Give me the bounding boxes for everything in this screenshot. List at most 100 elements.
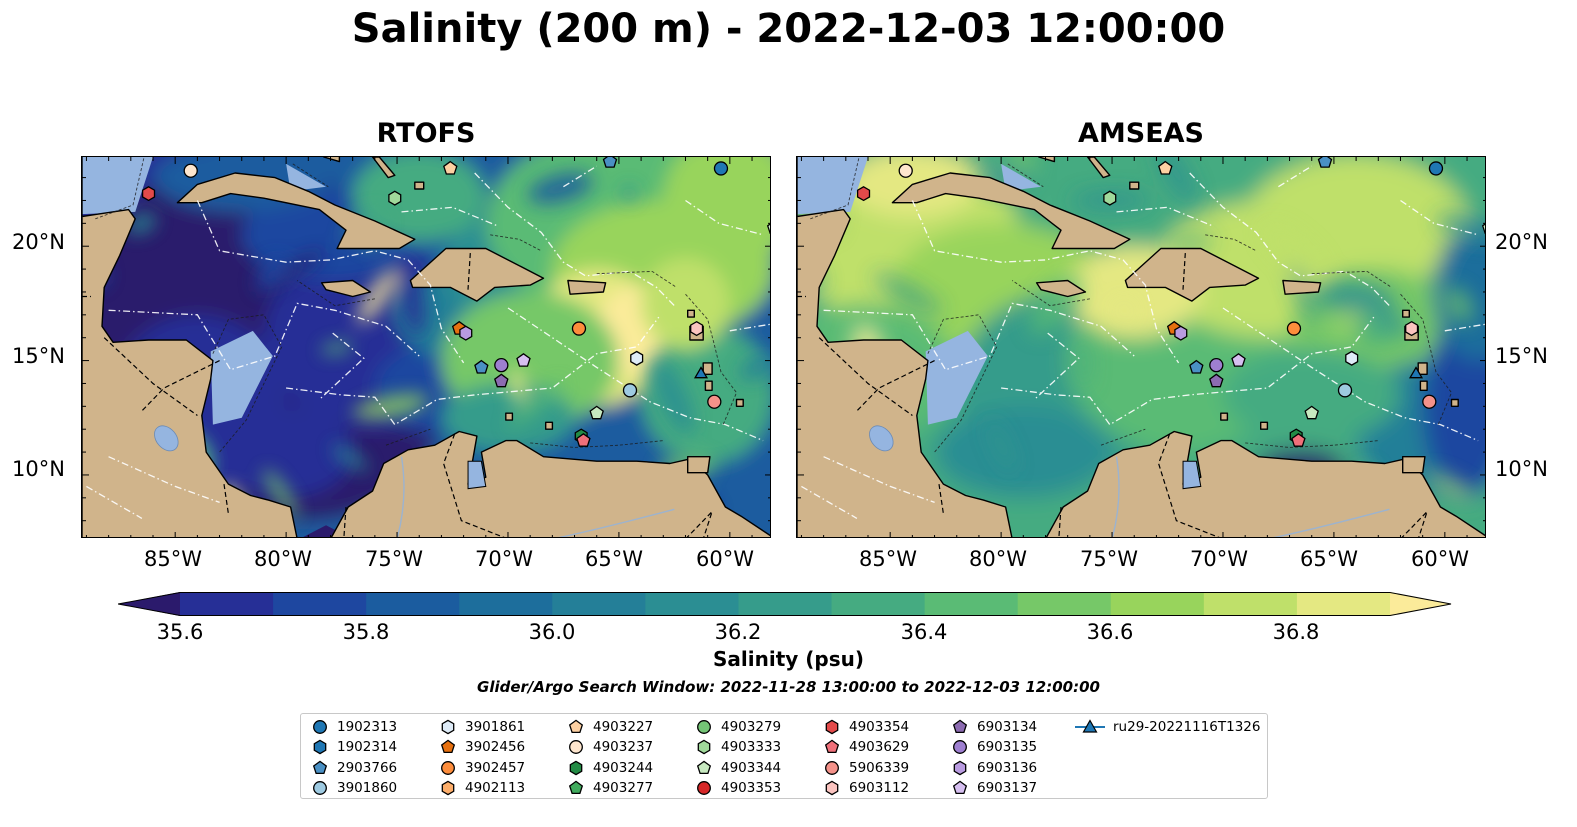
land <box>891 172 1131 250</box>
float-marker[interactable] <box>713 161 729 176</box>
float-marker[interactable] <box>1158 160 1173 175</box>
colorbar-under-extension <box>118 592 180 616</box>
right-y-tick-15n: 15°N <box>1495 344 1548 368</box>
amseas-x-tick-70w: 70°W <box>1190 547 1248 571</box>
amseas-x-tick-75w: 75°W <box>1080 547 1138 571</box>
search-window-caption: Glider/Argo Search Window: 2022-11-28 13… <box>477 678 1100 696</box>
float-marker[interactable] <box>571 321 587 336</box>
colorbar-tick: 36.4 <box>900 620 948 644</box>
float-marker[interactable] <box>707 394 722 409</box>
float-marker[interactable] <box>856 186 871 202</box>
colorbar-tick: 36.8 <box>1272 620 1320 644</box>
float-marker[interactable] <box>766 221 771 235</box>
float-marker[interactable] <box>494 373 509 388</box>
legend-label: 6903136 <box>977 759 1038 776</box>
land <box>1260 421 1269 430</box>
float-marker[interactable] <box>1189 359 1204 374</box>
float-marker[interactable] <box>1428 161 1444 176</box>
colorbar-tick: 35.6 <box>156 620 204 644</box>
float-marker[interactable] <box>589 405 604 420</box>
float-marker[interactable] <box>1174 325 1188 341</box>
pentagon-marker-icon <box>568 780 584 794</box>
float-marker[interactable] <box>474 359 489 374</box>
float-marker[interactable] <box>898 163 913 178</box>
float-marker[interactable] <box>1103 190 1117 206</box>
float-marker[interactable] <box>443 160 458 175</box>
circle-marker-icon <box>313 720 327 734</box>
float-marker[interactable] <box>693 366 709 379</box>
legend-label: 6903112 <box>849 779 910 796</box>
pentagon-marker-icon <box>440 739 456 754</box>
float-marker[interactable] <box>1422 394 1437 409</box>
legend-label: 3902457 <box>465 759 526 776</box>
amseas-x-tick-60w: 60°W <box>1411 547 1469 571</box>
land <box>1045 430 1485 537</box>
right-y-tick-10n: 10°N <box>1495 457 1548 481</box>
legend-item: 6903137 <box>951 778 1037 798</box>
colorbar-segment <box>645 592 740 616</box>
float-marker[interactable] <box>183 163 198 178</box>
land <box>414 181 425 190</box>
pentagon-marker-icon <box>696 760 712 774</box>
circle-marker-icon <box>569 740 583 755</box>
legend-item: 1902313 <box>311 717 397 737</box>
colorbar-segment <box>1017 592 1112 616</box>
float-marker[interactable] <box>388 190 402 206</box>
hexagon-marker-icon <box>441 719 455 735</box>
float-marker[interactable] <box>576 432 591 447</box>
land <box>1124 247 1260 302</box>
legend-item: 2903766 <box>311 758 397 778</box>
legend-label: 4903244 <box>593 759 654 776</box>
legend-item: 3902456 <box>439 737 525 757</box>
float-marker[interactable] <box>459 325 473 341</box>
left-y-tick-15n: 15°N <box>12 344 65 368</box>
colorbar-segment <box>738 592 833 616</box>
float-marker[interactable] <box>141 186 156 202</box>
float-marker[interactable] <box>1286 321 1302 336</box>
legend-label: 3902456 <box>465 739 526 756</box>
float-marker[interactable] <box>622 383 638 398</box>
pentagon-marker-icon <box>824 739 840 754</box>
legend-label: 4903227 <box>593 719 654 735</box>
legend-item: 3902457 <box>439 758 525 778</box>
float-marker[interactable] <box>602 157 618 168</box>
circle-marker-icon <box>825 760 839 775</box>
legend-label: 4903629 <box>849 739 910 756</box>
float-marker[interactable] <box>1304 405 1319 420</box>
legend-label: 6903137 <box>977 779 1038 796</box>
hexagon-marker-icon <box>697 739 711 755</box>
land <box>1402 309 1410 318</box>
page-title: Salinity (200 m) - 2022-12-03 12:00:00 <box>351 6 1226 52</box>
colorbar-segment <box>273 592 367 616</box>
float-marker[interactable] <box>494 358 509 373</box>
float-marker[interactable] <box>1345 350 1359 366</box>
float-marker[interactable] <box>1317 157 1333 168</box>
float-marker[interactable] <box>1231 352 1246 367</box>
float-marker[interactable] <box>516 352 531 367</box>
float-marker[interactable] <box>690 320 704 337</box>
legend-item: 4903629 <box>823 737 909 757</box>
legend-item: 4903353 <box>695 778 781 798</box>
legend-item: 4903354 <box>823 717 909 737</box>
legend-label: 4903277 <box>593 779 654 796</box>
float-marker[interactable] <box>1481 221 1486 235</box>
legend-label: 4902113 <box>465 779 526 796</box>
float-marker[interactable] <box>630 350 644 366</box>
hexagon-marker-icon <box>569 760 583 775</box>
legend-item: 5906339 <box>823 758 909 778</box>
float-marker[interactable] <box>1291 432 1306 447</box>
float-marker[interactable] <box>1209 373 1224 388</box>
legend-item: 4903333 <box>695 737 781 757</box>
legend-item: 4903237 <box>567 737 653 757</box>
pentagon-marker-icon <box>952 780 968 794</box>
float-marker[interactable] <box>1405 320 1419 337</box>
legend-label: 4903353 <box>721 779 782 796</box>
colorbar-segment <box>180 592 274 616</box>
legend-item: 3901861 <box>439 717 525 737</box>
colorbar-over-extension <box>1390 592 1452 616</box>
float-marker[interactable] <box>1209 358 1224 373</box>
colorbar-segment <box>1203 592 1298 616</box>
float-marker[interactable] <box>1408 366 1424 379</box>
legend-label: 3901860 <box>337 779 398 796</box>
float-marker[interactable] <box>1337 383 1353 398</box>
